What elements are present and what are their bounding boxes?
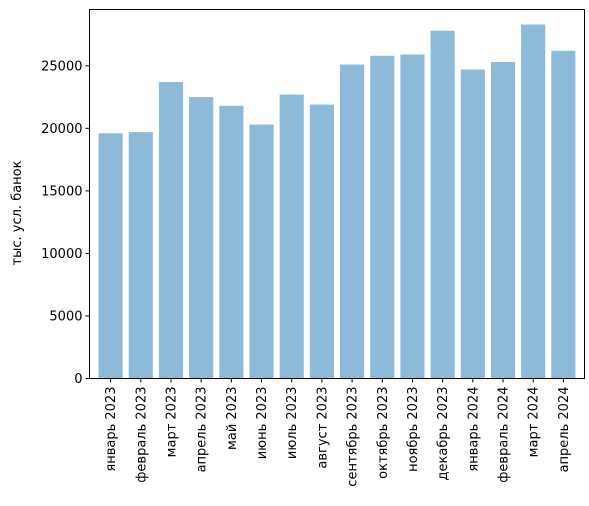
x-tick-label: август 2023: [315, 387, 330, 469]
bar-16: [551, 50, 576, 379]
y-tick-label: 0: [74, 372, 82, 387]
bar-8: [309, 104, 334, 379]
x-tick-label: июль 2023: [285, 387, 300, 460]
x-tick-label: май 2023: [225, 387, 240, 450]
bar-14: [490, 62, 516, 379]
plot-frame: [89, 9, 585, 379]
bars-group: [98, 24, 576, 379]
bar-1: [98, 133, 123, 379]
x-tick-label: декабрь 2023: [436, 387, 451, 481]
bar-6: [249, 124, 274, 379]
bar-3: [158, 82, 184, 379]
bar-9: [340, 64, 365, 379]
bar-11: [400, 54, 425, 379]
x-tick-label: январь 2024: [466, 387, 481, 472]
x-tick-label: февраль 2024: [497, 387, 512, 483]
x-tick-label: март 2023: [164, 387, 179, 458]
y-tick-label: 5000: [49, 309, 82, 324]
x-tick-label: октябрь 2023: [376, 387, 391, 479]
bar-12: [430, 30, 455, 379]
y-tick-label: 15000: [41, 184, 82, 199]
bar-15: [521, 24, 546, 379]
x-tick-label: февраль 2023: [134, 387, 149, 483]
bar-7: [279, 94, 304, 379]
y-tick-label: 25000: [41, 59, 82, 74]
x-tick-label: март 2024: [527, 387, 542, 458]
y-tick-label: 10000: [41, 247, 82, 262]
bar-4: [189, 97, 214, 379]
x-tick-label: сентябрь 2023: [346, 387, 361, 487]
x-tick-label: январь 2023: [104, 387, 119, 472]
x-tick-label: апрель 2024: [557, 387, 572, 473]
x-axis-ticks: январь 2023 февраль 2023 март 2023 апрель 2…: [104, 378, 572, 487]
bar-13: [460, 69, 485, 379]
bar-5: [219, 105, 244, 379]
y-axis-label: тыс. усл. банок: [10, 160, 25, 265]
x-tick-label: июнь 2023: [255, 387, 270, 460]
bar-2: [128, 132, 153, 379]
y-axis-ticks: 0 5000 10000 15000 20000 25000: [41, 59, 90, 387]
y-tick-label: 20000: [41, 122, 82, 137]
x-tick-label: апрель 2023: [195, 387, 210, 473]
bar-10: [370, 55, 395, 379]
x-tick-label: ноябрь 2023: [406, 387, 421, 472]
